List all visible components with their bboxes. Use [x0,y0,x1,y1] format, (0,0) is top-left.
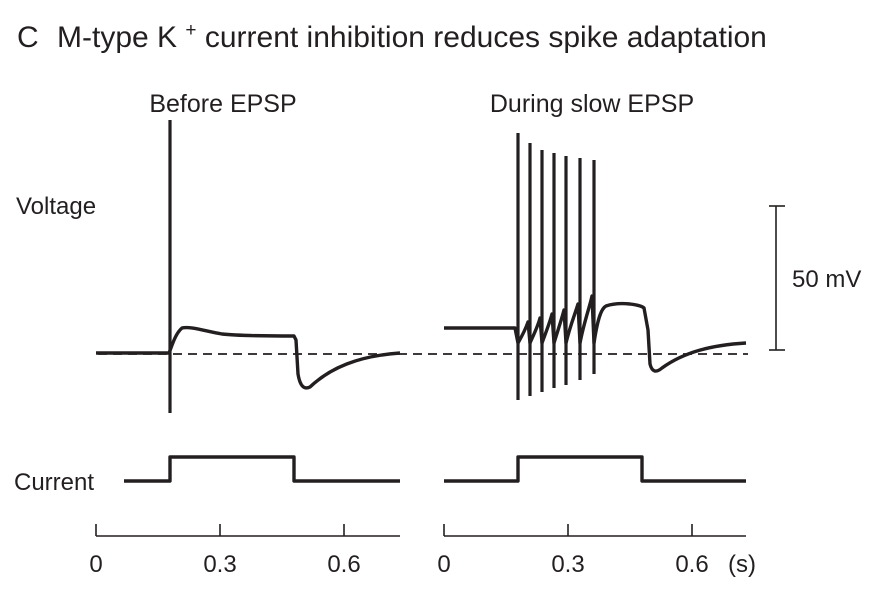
panel-letter: C [17,21,39,54]
tick-label-before-0: 0 [89,551,102,578]
title-superscript: + [185,20,196,41]
tick-label-before-2: 0.6 [327,551,360,578]
current-label: Current [14,469,94,496]
voltage-label: Voltage [16,193,96,220]
current-trace-during [444,455,746,483]
title-main: M-type K [57,21,177,54]
tick-label-before-1: 0.3 [203,551,236,578]
scale-bar-label: 50 mV [792,266,861,293]
voltage-trace-during [444,294,747,373]
spike-train-during [516,133,596,400]
time-axis-during [443,524,746,537]
title-rest: current inhibition reduces spike adaptat… [205,21,767,54]
panel-title-before: Before EPSP [149,90,296,118]
current-trace-before [124,455,400,483]
time-axis-before [95,524,400,537]
tick-label-during-0: 0 [437,551,450,578]
tick-label-during-1: 0.3 [551,551,584,578]
tick-label-during-2: 0.6 [675,551,708,578]
voltage-scale-bar [769,205,785,351]
time-unit-label: (s) [728,551,756,578]
panel-title-during: During slow EPSP [490,90,694,118]
voltage-trace-before [96,325,401,390]
figure-title: C M-type K + current inhibition reduces … [17,10,767,54]
